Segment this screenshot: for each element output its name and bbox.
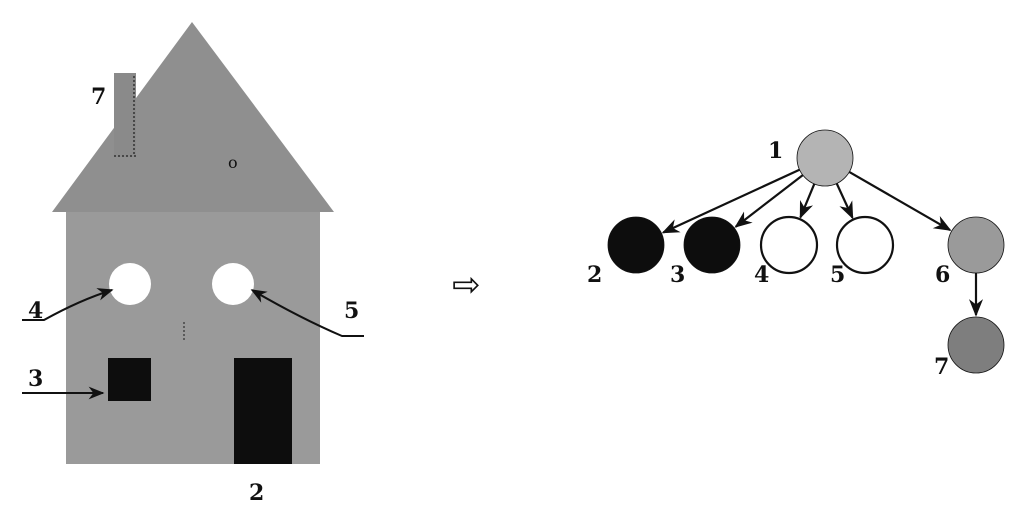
tree-node-6 [947,216,1005,274]
house-square-window [108,358,151,401]
tree-node-label-7: 7 [934,354,949,380]
house-window-right [212,263,254,305]
tree-node-label-4: 4 [754,262,769,288]
tree-node-label-2: 2 [587,262,602,288]
tree-edge-1-3 [734,172,806,228]
tree-graph: 1 2 3 4 5 6 7 [587,129,1005,380]
tree-edge-1-4 [799,181,817,219]
tree-node-1 [796,129,854,187]
tree-edge-1-6 [846,170,952,231]
roof-mark-label: o [228,153,238,172]
house-window-left [109,263,151,305]
transform-arrow: ⇨ [452,265,481,305]
tree-node-label-3: 3 [670,262,685,288]
window-right-pointer [250,289,364,337]
tree-edge-1-5 [834,181,854,220]
tree-edge-1-2 [661,167,802,234]
tree-edges [661,167,984,317]
house-drawing: o 7 4 5 3 2 [22,22,364,506]
tree-node-label-5: 5 [830,262,845,288]
window-right-label: 5 [344,298,359,324]
tree-node-4 [759,215,819,275]
chimney-label: 7 [91,84,106,110]
tree-node-3 [683,216,741,274]
house-chimney [114,73,136,157]
tree-labels: 1 2 3 4 5 6 7 [587,138,950,380]
tree-node-5 [835,215,895,275]
square-window-label: 3 [28,366,43,392]
tree-nodes [607,129,1005,374]
house-roof [52,22,334,212]
window-left-label: 4 [28,298,43,324]
tree-node-label-6: 6 [935,262,950,288]
door-label: 2 [249,480,264,506]
tree-node-2 [607,216,665,274]
house-door [234,358,292,464]
tree-node-label-1: 1 [768,138,783,164]
tree-node-7 [947,316,1005,374]
window-left-pointer [22,288,114,321]
